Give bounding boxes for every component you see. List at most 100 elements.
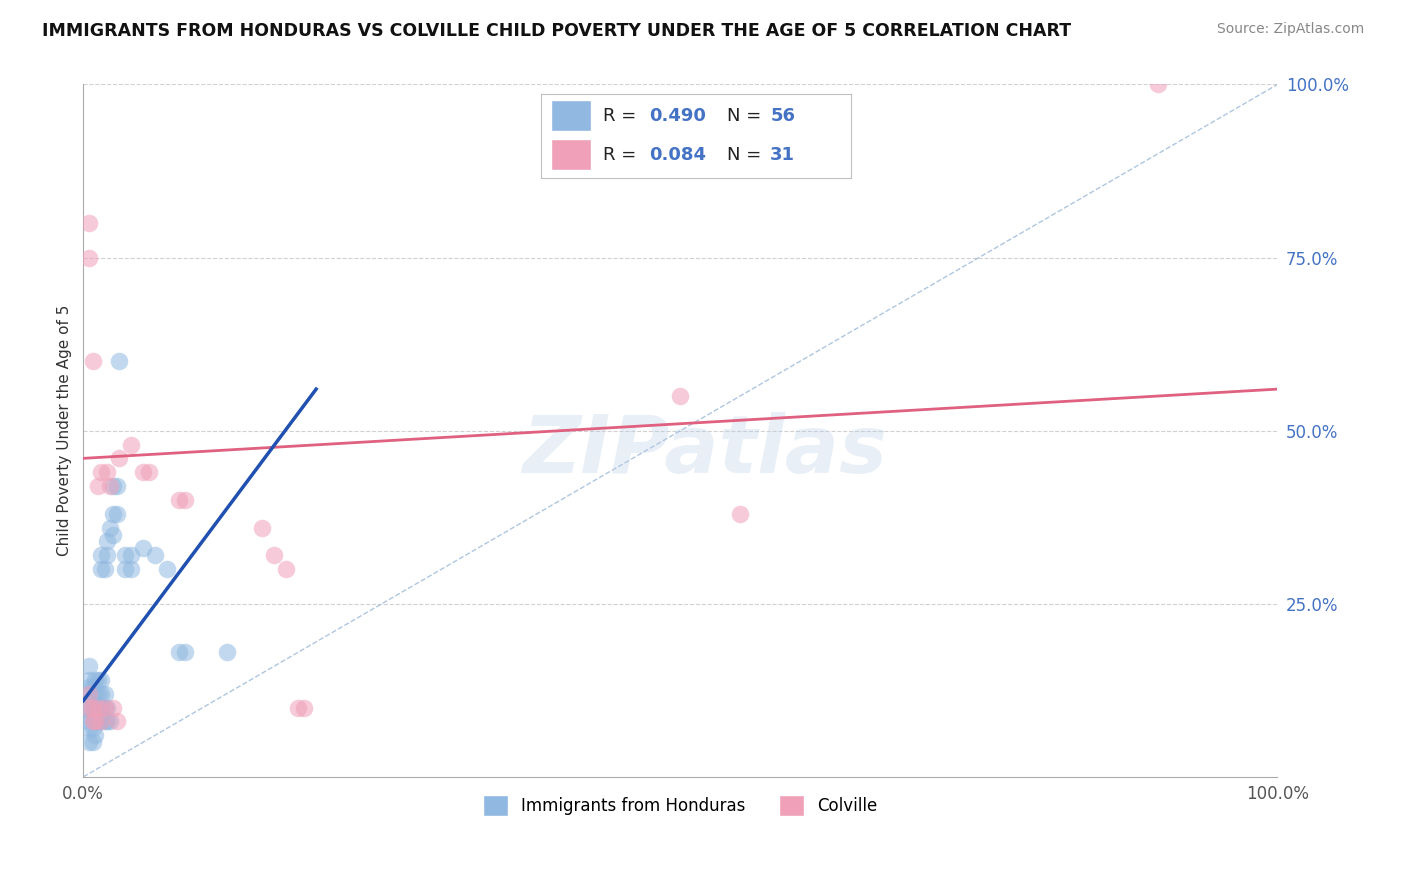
Point bbox=[173, 645, 195, 659]
Point bbox=[728, 507, 751, 521]
Point bbox=[167, 492, 190, 507]
Legend: Immigrants from Honduras, Colville: Immigrants from Honduras, Colville bbox=[475, 787, 886, 824]
Point bbox=[86, 687, 108, 701]
Point bbox=[94, 700, 117, 714]
Point bbox=[120, 549, 142, 563]
Point bbox=[77, 694, 100, 708]
Point bbox=[96, 465, 118, 479]
Point bbox=[98, 520, 121, 534]
Point bbox=[90, 562, 112, 576]
Point bbox=[84, 714, 107, 729]
Point bbox=[86, 700, 108, 714]
Point bbox=[77, 700, 100, 714]
Point bbox=[94, 714, 117, 729]
Point bbox=[108, 354, 131, 368]
Point bbox=[292, 700, 315, 714]
Y-axis label: Child Poverty Under the Age of 5: Child Poverty Under the Age of 5 bbox=[58, 305, 72, 557]
Point bbox=[156, 562, 179, 576]
Text: N =: N = bbox=[727, 107, 766, 125]
Text: 0.084: 0.084 bbox=[650, 145, 707, 163]
Point bbox=[77, 687, 100, 701]
Point bbox=[96, 714, 118, 729]
Point bbox=[77, 216, 100, 230]
Point bbox=[82, 700, 104, 714]
Point bbox=[90, 465, 112, 479]
Point bbox=[105, 479, 128, 493]
Point bbox=[94, 687, 117, 701]
Point bbox=[84, 687, 107, 701]
Text: Source: ZipAtlas.com: Source: ZipAtlas.com bbox=[1216, 22, 1364, 37]
Point bbox=[101, 700, 124, 714]
Point bbox=[77, 707, 100, 722]
Point bbox=[108, 451, 131, 466]
Point bbox=[101, 507, 124, 521]
Point bbox=[86, 673, 108, 687]
Point bbox=[90, 549, 112, 563]
Point bbox=[120, 437, 142, 451]
Point bbox=[82, 680, 104, 694]
Point bbox=[77, 680, 100, 694]
Point bbox=[77, 673, 100, 687]
Point bbox=[114, 562, 136, 576]
Text: R =: R = bbox=[603, 107, 643, 125]
Point bbox=[669, 389, 692, 403]
Point bbox=[90, 700, 112, 714]
Point bbox=[1147, 78, 1170, 92]
Point bbox=[105, 714, 128, 729]
Point bbox=[287, 700, 309, 714]
Point bbox=[86, 700, 108, 714]
Point bbox=[105, 507, 128, 521]
Point bbox=[84, 700, 107, 714]
Point bbox=[167, 645, 190, 659]
Point bbox=[132, 465, 155, 479]
Point bbox=[86, 479, 108, 493]
Text: R =: R = bbox=[603, 145, 643, 163]
Point bbox=[98, 714, 121, 729]
Point bbox=[101, 527, 124, 541]
Point bbox=[84, 728, 107, 742]
Point bbox=[82, 694, 104, 708]
Point bbox=[120, 562, 142, 576]
Point bbox=[215, 645, 238, 659]
Point bbox=[90, 687, 112, 701]
Text: IMMIGRANTS FROM HONDURAS VS COLVILLE CHILD POVERTY UNDER THE AGE OF 5 CORRELATIO: IMMIGRANTS FROM HONDURAS VS COLVILLE CHI… bbox=[42, 22, 1071, 40]
Point bbox=[94, 562, 117, 576]
Point bbox=[173, 492, 195, 507]
Point bbox=[252, 520, 274, 534]
Point bbox=[98, 479, 121, 493]
Point bbox=[96, 700, 118, 714]
Point bbox=[86, 714, 108, 729]
Bar bbox=[551, 139, 591, 169]
Point bbox=[84, 673, 107, 687]
Point bbox=[143, 549, 166, 563]
Text: 0.490: 0.490 bbox=[650, 107, 706, 125]
Point bbox=[77, 251, 100, 265]
Point bbox=[82, 707, 104, 722]
Point bbox=[263, 549, 285, 563]
Point bbox=[96, 534, 118, 549]
Point bbox=[82, 735, 104, 749]
Text: ZIPatlas: ZIPatlas bbox=[522, 412, 887, 491]
Point bbox=[132, 541, 155, 556]
Bar bbox=[551, 101, 591, 131]
Point bbox=[101, 479, 124, 493]
Point bbox=[276, 562, 298, 576]
Point bbox=[77, 700, 100, 714]
Point bbox=[77, 735, 100, 749]
Point bbox=[114, 549, 136, 563]
Point bbox=[94, 700, 117, 714]
Point bbox=[77, 659, 100, 673]
Point bbox=[96, 549, 118, 563]
Point bbox=[77, 714, 100, 729]
Point bbox=[84, 714, 107, 729]
Point bbox=[90, 673, 112, 687]
Point bbox=[82, 354, 104, 368]
Point bbox=[82, 714, 104, 729]
Text: N =: N = bbox=[727, 145, 766, 163]
Text: 56: 56 bbox=[770, 107, 796, 125]
Point bbox=[82, 722, 104, 736]
Point bbox=[77, 687, 100, 701]
Point bbox=[90, 714, 112, 729]
Point bbox=[138, 465, 160, 479]
Point bbox=[77, 722, 100, 736]
